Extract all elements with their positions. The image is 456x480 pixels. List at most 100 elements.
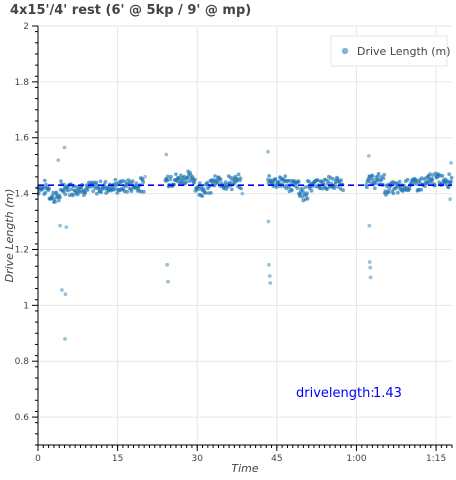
data-point <box>296 180 301 184</box>
data-point <box>47 186 51 191</box>
data-point <box>95 191 99 196</box>
data-point-outlier <box>56 158 61 163</box>
y-tick-label: 1.8 <box>15 78 30 88</box>
data-point <box>203 191 208 195</box>
data-point <box>174 172 178 177</box>
data-point-outlier <box>368 275 373 280</box>
data-point-outlier <box>266 219 271 224</box>
legend-label: Drive Length (m) <box>357 45 451 58</box>
data-point <box>75 192 80 197</box>
annotation-group: drivelength:1.43 <box>296 386 402 401</box>
data-point <box>364 185 369 190</box>
y-tick-label: 2 <box>23 22 29 32</box>
x-axis-label: Time <box>231 462 258 475</box>
data-point <box>115 191 120 195</box>
legend-marker <box>341 47 349 55</box>
data-point <box>395 190 400 195</box>
legend[interactable]: Drive Length (m) <box>330 35 451 67</box>
data-point-outlier <box>449 161 453 165</box>
data-point <box>193 177 197 182</box>
data-point <box>239 186 244 191</box>
x-tick-label: 0 <box>35 454 41 464</box>
data-point <box>267 174 272 178</box>
data-point <box>290 188 294 193</box>
data-point <box>273 177 278 181</box>
data-point <box>370 173 375 178</box>
y-tick-label: 0.8 <box>15 357 30 367</box>
grid-lines <box>37 25 452 445</box>
data-point <box>449 175 454 180</box>
data-point-outlier <box>448 197 453 202</box>
data-point-outlier <box>266 149 270 154</box>
data-point-outlier <box>164 152 169 157</box>
data-point <box>238 176 243 181</box>
data-point <box>339 178 344 183</box>
data-point <box>98 179 103 184</box>
data-point <box>91 189 96 194</box>
data-point <box>56 198 61 203</box>
data-point <box>277 181 281 186</box>
data-point <box>274 185 279 190</box>
data-point <box>405 177 410 182</box>
data-point-outlier <box>64 225 69 230</box>
data-point <box>103 179 108 184</box>
data-point <box>384 193 388 197</box>
data-point <box>70 193 75 198</box>
data-point <box>83 190 88 195</box>
x-tick-label: 15 <box>112 454 123 464</box>
annotation-label: drivelength: <box>296 386 375 401</box>
data-point <box>440 174 445 178</box>
data-point <box>229 187 234 192</box>
data-point <box>430 178 435 182</box>
data-point <box>307 179 311 184</box>
y-tick-label: 1.6 <box>15 134 30 144</box>
data-point-outlier <box>58 223 62 228</box>
data-point <box>205 180 210 185</box>
data-point <box>197 181 202 186</box>
data-point-outlier <box>368 265 373 270</box>
annotation-value: 1.43 <box>373 386 402 401</box>
data-point <box>113 177 118 182</box>
data-point-outlier <box>240 191 245 196</box>
data-point <box>305 191 309 196</box>
data-point <box>58 195 62 200</box>
data-point-outlier <box>62 145 67 150</box>
y-tick-label: 1.4 <box>15 190 30 200</box>
data-point <box>53 200 57 204</box>
y-tick-label: 1 <box>23 301 29 311</box>
data-point-outlier <box>366 154 371 158</box>
data-point <box>169 174 173 179</box>
data-point <box>94 180 99 185</box>
data-point <box>177 176 181 180</box>
data-point-outlier <box>367 260 372 264</box>
data-point <box>387 186 391 191</box>
data-point-outlier <box>267 262 271 267</box>
data-point-outlier <box>143 174 147 179</box>
data-point <box>200 194 205 199</box>
data-point <box>50 193 55 198</box>
data-point <box>166 174 170 179</box>
data-point <box>209 191 213 195</box>
x-tick-label: 1:00 <box>346 454 366 464</box>
data-point <box>59 179 63 184</box>
data-point <box>123 179 128 184</box>
data-point <box>69 187 74 192</box>
data-point-outlier <box>63 337 67 341</box>
data-point <box>309 188 314 193</box>
x-tick-label: 30 <box>192 454 204 464</box>
data-point <box>331 177 336 181</box>
data-point-outlier <box>367 223 372 228</box>
axes: 0 15 30 45 1:00 1:15 0.6 0.8 1 1.2 1.4 1.6 1.8 2 Time D… <box>3 22 453 475</box>
data-point-outlier <box>60 288 64 292</box>
data-point <box>300 188 305 193</box>
data-point <box>54 190 59 195</box>
legend-box <box>330 35 448 67</box>
data-point <box>218 177 223 182</box>
data-point <box>419 187 424 192</box>
data-point <box>428 172 432 177</box>
data-point-outlier <box>63 292 68 297</box>
data-point-outlier <box>267 274 272 278</box>
data-point <box>397 179 402 184</box>
data-point <box>382 172 387 177</box>
